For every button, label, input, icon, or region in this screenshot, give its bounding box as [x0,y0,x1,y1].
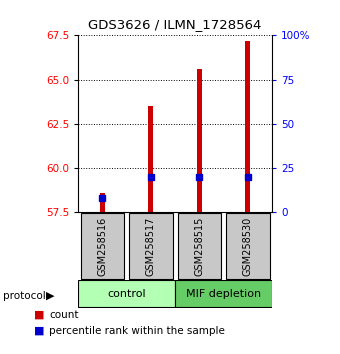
Bar [175,280,272,307]
Text: ■: ■ [34,310,45,320]
Text: GSM258530: GSM258530 [243,216,253,276]
Text: GSM258517: GSM258517 [146,216,156,276]
Bar [100,193,105,212]
Text: count: count [49,310,79,320]
Text: MIF depletion: MIF depletion [186,289,261,299]
Bar [226,213,270,279]
Bar [197,69,202,212]
Text: ■: ■ [34,326,45,336]
Text: protocol: protocol [3,291,46,301]
Text: GSM258515: GSM258515 [194,216,204,276]
Bar [129,213,173,279]
Bar [81,213,124,279]
Title: GDS3626 / ILMN_1728564: GDS3626 / ILMN_1728564 [88,18,262,32]
Text: ▶: ▶ [46,291,54,301]
Text: percentile rank within the sample: percentile rank within the sample [49,326,225,336]
Text: GSM258516: GSM258516 [98,216,107,276]
Bar [78,280,175,307]
Text: control: control [107,289,146,299]
Bar [245,41,250,212]
Bar [177,213,221,279]
Bar [149,106,153,212]
